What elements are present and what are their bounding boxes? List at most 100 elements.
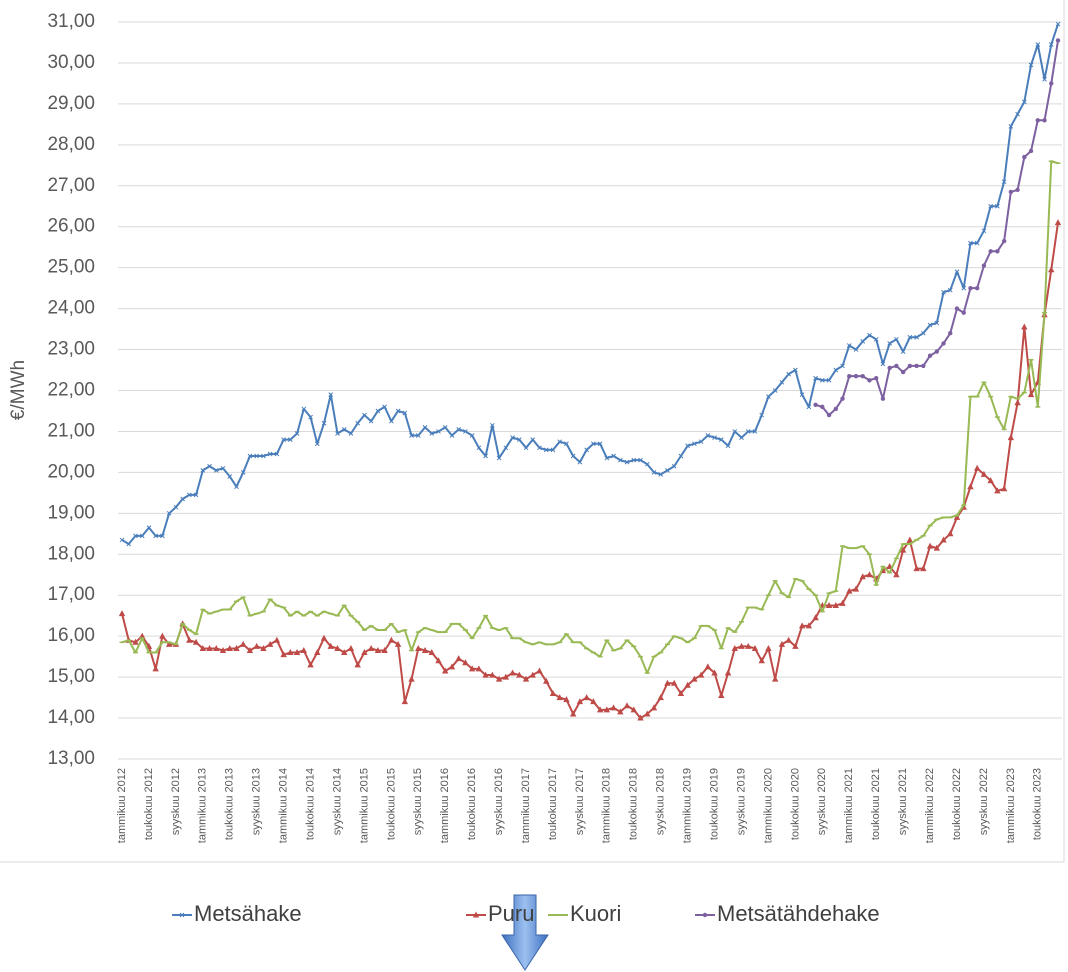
marker <box>718 437 724 442</box>
marker <box>968 285 973 291</box>
marker <box>853 373 859 379</box>
marker <box>367 644 375 651</box>
x-tick-label: toukokuu 2022 <box>951 768 963 840</box>
marker <box>610 704 617 711</box>
marker <box>1000 485 1008 492</box>
marker <box>697 671 705 678</box>
marker <box>1055 21 1061 27</box>
marker <box>354 661 361 668</box>
marker <box>409 433 414 438</box>
marker <box>133 533 138 539</box>
marker <box>934 320 940 326</box>
marker <box>752 429 758 434</box>
marker <box>638 457 643 463</box>
marker <box>873 336 879 342</box>
marker <box>569 710 577 717</box>
marker <box>314 441 320 447</box>
marker <box>712 435 717 440</box>
marker <box>974 240 980 246</box>
marker <box>617 457 623 463</box>
marker <box>584 447 589 453</box>
x-tick-label: syyskuu 2016 <box>493 768 505 835</box>
x-tick-label: toukokuu 2018 <box>628 768 640 840</box>
x-tick-label: tammikuu 2021 <box>843 768 855 843</box>
marker <box>261 453 266 459</box>
marker <box>160 533 165 539</box>
marker <box>604 455 610 461</box>
marker <box>799 392 805 397</box>
y-tick-label: 21,00 <box>47 420 95 441</box>
marker <box>725 443 731 449</box>
marker <box>825 601 833 608</box>
marker <box>1048 42 1054 47</box>
x-tick-label: syyskuu 2014 <box>331 768 343 835</box>
marker <box>981 263 987 268</box>
marker <box>537 445 542 451</box>
x-tick-label: tammikuu 2018 <box>601 768 613 843</box>
marker <box>798 622 806 629</box>
marker <box>611 453 616 459</box>
marker <box>927 353 933 358</box>
marker <box>382 404 387 410</box>
marker <box>254 453 260 459</box>
x-tick-label: tammikuu 2017 <box>520 768 532 843</box>
marker <box>395 408 401 414</box>
marker <box>1027 391 1035 398</box>
marker <box>893 571 900 578</box>
marker <box>516 671 523 678</box>
marker <box>570 453 576 459</box>
marker <box>335 431 340 436</box>
marker <box>658 472 664 477</box>
y-tick-label: 31,00 <box>47 11 95 32</box>
marker <box>321 420 327 426</box>
marker <box>745 429 751 434</box>
marker <box>900 349 906 354</box>
marker <box>759 412 765 418</box>
marker <box>341 649 348 656</box>
marker <box>213 644 220 651</box>
marker <box>355 420 361 426</box>
marker <box>880 361 886 367</box>
marker <box>954 306 960 311</box>
y-tick-label: 28,00 <box>47 134 95 155</box>
marker <box>186 492 192 498</box>
marker <box>543 447 549 453</box>
marker <box>698 439 704 445</box>
marker <box>631 457 637 463</box>
y-tick-label: 16,00 <box>47 625 95 646</box>
marker <box>415 433 421 438</box>
marker <box>779 379 785 385</box>
marker <box>739 435 744 440</box>
marker <box>840 363 845 369</box>
x-tick-label: syyskuu 2022 <box>978 768 990 835</box>
marker <box>866 571 873 578</box>
marker <box>564 441 569 447</box>
marker <box>1021 323 1028 330</box>
marker <box>792 642 799 649</box>
marker <box>280 651 287 658</box>
marker <box>186 636 193 643</box>
marker <box>758 657 765 664</box>
marker <box>495 675 503 682</box>
marker <box>536 667 543 674</box>
marker <box>199 644 207 651</box>
marker <box>819 377 825 383</box>
x-tick-label: tammikuu 2015 <box>358 768 370 843</box>
marker <box>1054 219 1062 226</box>
x-tick-label: tammikuu 2013 <box>197 768 209 843</box>
marker <box>294 431 300 436</box>
marker <box>914 334 919 340</box>
marker <box>362 412 367 418</box>
marker <box>664 679 671 686</box>
marker <box>381 646 388 653</box>
marker <box>968 240 973 246</box>
marker <box>671 463 677 469</box>
y-tick-label: 23,00 <box>47 339 95 360</box>
marker <box>516 437 522 442</box>
marker <box>624 459 630 465</box>
marker <box>899 546 907 553</box>
marker <box>967 483 974 490</box>
marker <box>468 665 476 672</box>
marker <box>1015 187 1020 193</box>
x-tick-label: syyskuu 2015 <box>412 768 424 835</box>
